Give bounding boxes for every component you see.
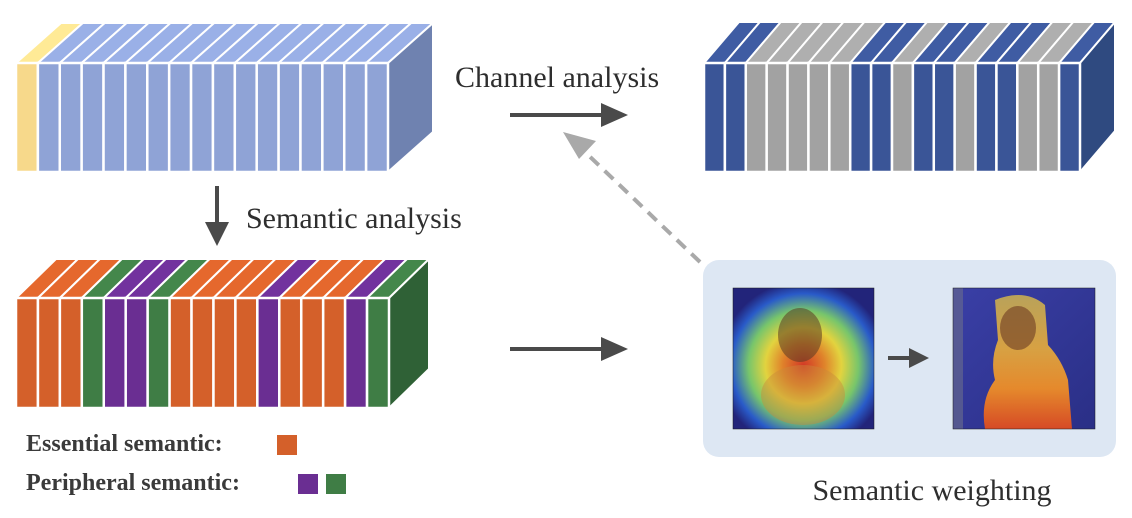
- legend-essential-swatch: [277, 435, 297, 455]
- channel-slice: [190, 296, 215, 410]
- channel-slice: [212, 296, 237, 410]
- channel-slice: [124, 296, 149, 410]
- channel-slice: [36, 296, 62, 410]
- channel-slice: [1036, 61, 1061, 174]
- channel-slice: [723, 61, 748, 174]
- channel-slice: [321, 296, 347, 410]
- channel-slice: [102, 296, 127, 410]
- channel-slice: [365, 296, 391, 410]
- channel-slice: [364, 61, 390, 174]
- channel-slice: [255, 61, 280, 174]
- channel-slice: [321, 61, 346, 174]
- channel-slice: [995, 61, 1019, 174]
- channel-slice: [146, 61, 171, 174]
- channel-slice: [890, 61, 915, 174]
- channel-slice: [146, 296, 171, 410]
- channel-slice: [58, 296, 84, 410]
- semantic-weighting-label: Semantic weighting: [812, 474, 1051, 507]
- channel-slice: [14, 296, 40, 410]
- channel-slice: [786, 61, 810, 174]
- channel-weighted-feature-block: [702, 21, 1116, 174]
- channel-slice: [299, 296, 325, 410]
- channel-slice: [1057, 61, 1082, 174]
- attention-heatmap-image: [732, 287, 875, 430]
- channel-slice: [277, 61, 302, 174]
- channel-slice: [911, 61, 936, 174]
- channel-slice: [765, 61, 789, 174]
- channel-slice: [974, 61, 998, 174]
- channel-analysis-label: Channel analysis: [455, 61, 659, 94]
- right-arrow-to-weighting: [510, 337, 628, 361]
- legend-essential-label: Essential semantic:: [26, 431, 223, 457]
- channel-slice: [36, 61, 62, 174]
- legend: Essential semantic: Peripheral semantic:: [26, 431, 346, 496]
- channel-slice: [256, 296, 281, 410]
- down-arrow-semantic-analysis: [205, 186, 229, 246]
- semantic-analysis-label: Semantic analysis: [246, 202, 462, 235]
- channel-slice: [932, 61, 956, 174]
- channel-slice: [14, 61, 40, 174]
- right-arrow-channel-analysis: [510, 103, 628, 127]
- channel-slice: [848, 61, 873, 174]
- channel-slice: [189, 61, 215, 174]
- channel-slice: [233, 61, 258, 174]
- channel-slice: [702, 61, 727, 174]
- channel-slice: [342, 61, 368, 174]
- channel-slice: [343, 296, 369, 410]
- channel-slice: [744, 61, 768, 174]
- channel-slice: [299, 61, 324, 174]
- channel-slice: [80, 296, 106, 410]
- channel-slice: [58, 61, 83, 174]
- channel-slice: [167, 61, 193, 174]
- channel-slice: [234, 296, 259, 410]
- channel-slice: [124, 61, 149, 174]
- legend-peripheral-green-swatch: [326, 474, 346, 494]
- channel-slice: [168, 296, 193, 410]
- channel-slice: [828, 61, 852, 174]
- input-feature-block: [14, 22, 434, 174]
- right-arrow-heatmap-to-weighted: [888, 348, 929, 368]
- semantic-feature-block: [14, 258, 430, 410]
- dashed-feedback-arrow: [563, 132, 702, 264]
- semantic-weighted-image: [952, 287, 1096, 430]
- channel-slice: [953, 61, 977, 174]
- channel-slice: [1016, 61, 1040, 174]
- channel-slice: [211, 61, 237, 174]
- channel-slice: [102, 61, 127, 174]
- legend-peripheral-label: Peripheral semantic:: [26, 470, 240, 496]
- legend-peripheral-purple-swatch: [298, 474, 318, 494]
- channel-slice: [869, 61, 894, 174]
- channel-slice: [807, 61, 831, 174]
- channel-slice: [278, 296, 303, 410]
- channel-slice: [80, 61, 105, 174]
